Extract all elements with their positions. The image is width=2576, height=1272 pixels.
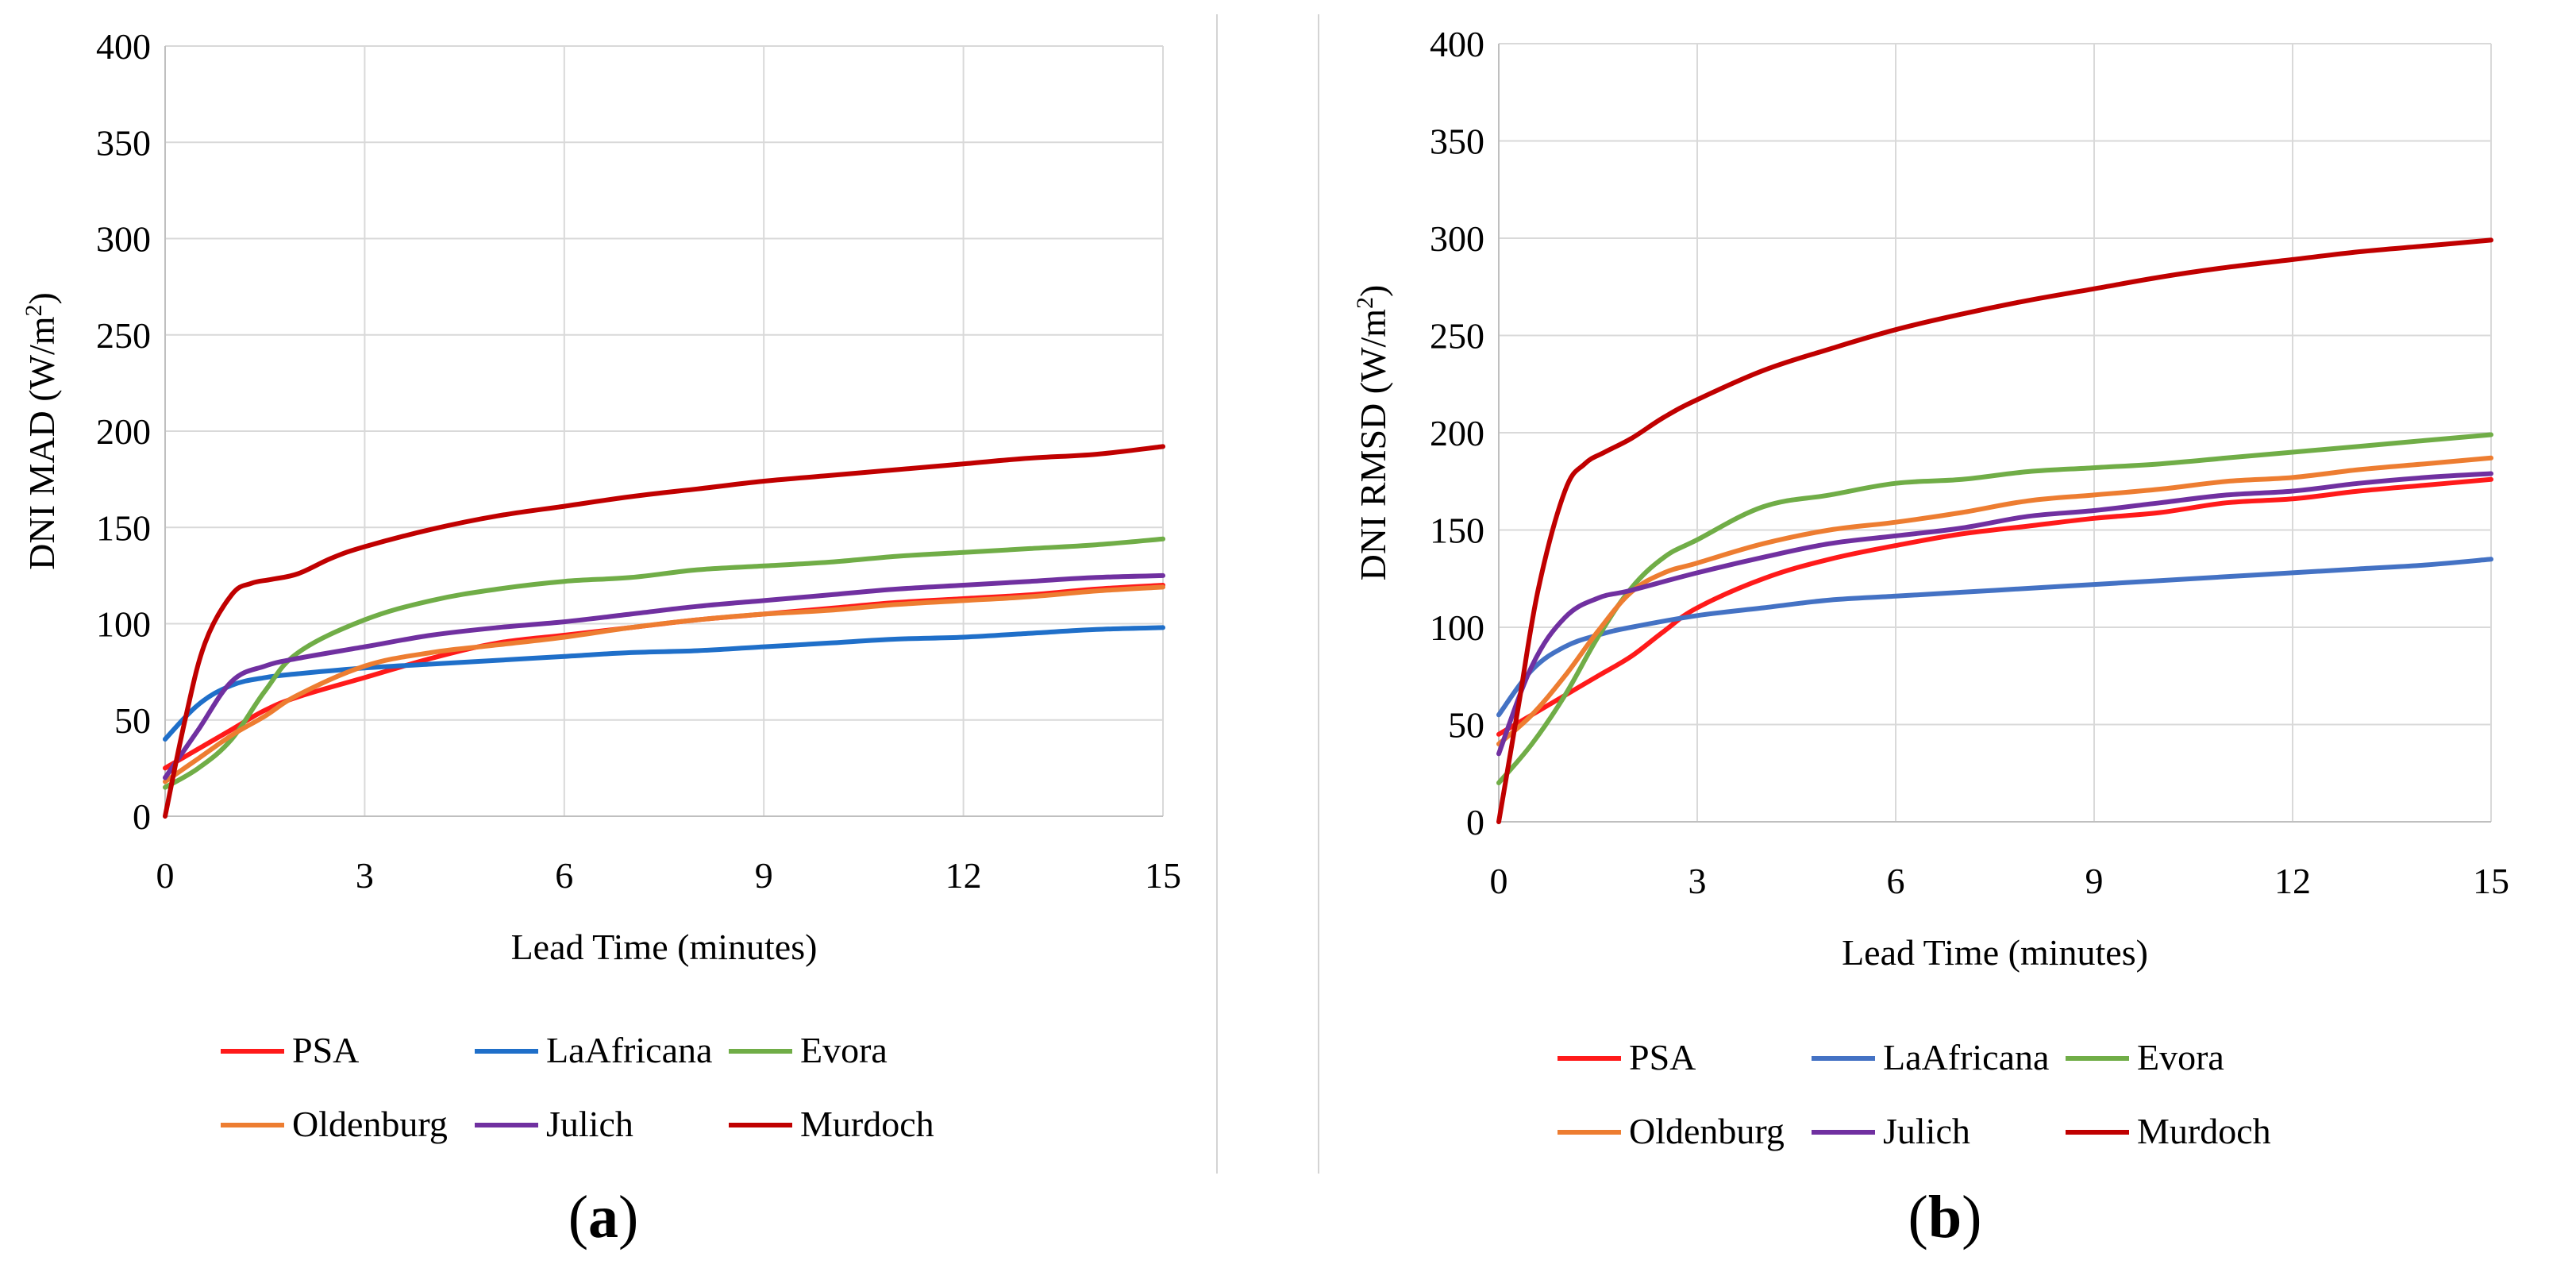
legend-label-evora: Evora: [2137, 1037, 2224, 1077]
panel-label-a: (a): [568, 1184, 639, 1251]
legend-label-murdoch: Murdoch: [2137, 1111, 2271, 1151]
series-line-laafricana: [163, 625, 1165, 742]
x-tick-label: 15: [1145, 855, 1181, 896]
y-tick-label: 200: [1430, 413, 1484, 453]
x-tick-label: 15: [2473, 861, 2509, 901]
x-tick-label: 9: [2085, 861, 2104, 901]
legend-label-evora: Evora: [800, 1030, 888, 1070]
series-line-oldenburg: [1496, 455, 2493, 746]
legend-label-laafricana: LaAfricana: [546, 1030, 712, 1070]
series-line-julich: [1496, 471, 2493, 757]
panel-label-b: (b): [1908, 1184, 1982, 1251]
legend-label-psa: PSA: [292, 1030, 359, 1070]
y-tick-label: 0: [133, 796, 151, 837]
x-tick-label: 3: [356, 855, 374, 896]
legend-label-psa: PSA: [1629, 1037, 1696, 1077]
series-line-oldenburg: [163, 584, 1165, 784]
x-tick-label: 12: [945, 855, 982, 896]
y-tick-label: 350: [96, 122, 151, 163]
series-group: [1496, 237, 2493, 824]
chart-rmsd: 0 50 100 150 200 250 300 350 400 0 3 6 9 12 15 Lead Tim…: [1352, 24, 2510, 1151]
y-tick-label: 50: [1448, 705, 1484, 746]
y-tick-label: 400: [1430, 24, 1484, 64]
y-tick-label: 350: [1430, 121, 1484, 162]
x-tick-label: 6: [555, 855, 573, 896]
x-tick-label: 6: [1887, 861, 1905, 901]
legend-label-julich: Julich: [546, 1104, 633, 1144]
y-axis-title: DNI MAD (W/m2): [21, 292, 63, 570]
y-tick-label: 200: [96, 411, 151, 452]
legend-label-oldenburg: Oldenburg: [292, 1104, 448, 1144]
panel-divider-left: [1216, 14, 1218, 1174]
x-tick-label: 9: [755, 855, 773, 896]
legend-label-julich: Julich: [1883, 1111, 1970, 1151]
y-tick-label: 250: [96, 315, 151, 356]
panel-divider-right: [1318, 14, 1319, 1174]
series-line-psa: [1496, 476, 2493, 737]
x-axis-title: Lead Time (minutes): [511, 927, 818, 967]
series-line-murdoch: [163, 444, 1165, 819]
series-line-evora: [163, 536, 1165, 790]
y-tick-label: 150: [96, 507, 151, 548]
chart-mad: 0 50 100 150 200 250 300 350 400 0 3 6 9 12 15 Lead Tim…: [21, 26, 1182, 1144]
y-tick-label: 300: [96, 219, 151, 260]
series-line-murdoch: [1496, 237, 2493, 824]
y-tick-label: 50: [114, 700, 151, 741]
legend-label-laafricana: LaAfricana: [1883, 1037, 2049, 1077]
y-tick-label: 0: [1466, 802, 1484, 842]
y-tick-label: 250: [1430, 316, 1484, 357]
series-group: [163, 444, 1165, 819]
y-axis-title: DNI RMSD (W/m2): [1352, 285, 1394, 581]
legend-label-oldenburg: Oldenburg: [1629, 1111, 1785, 1151]
x-tick-label: 0: [156, 855, 175, 896]
x-tick-label: 3: [1688, 861, 1707, 901]
x-tick-label: 0: [1490, 861, 1508, 901]
x-tick-label: 12: [2274, 861, 2311, 901]
series-line-evora: [1496, 432, 2493, 785]
x-axis-title: Lead Time (minutes): [1842, 932, 2148, 973]
series-line-julich: [163, 572, 1165, 781]
legend-label-murdoch: Murdoch: [800, 1104, 934, 1144]
series-line-psa: [163, 583, 1165, 771]
y-tick-label: 150: [1430, 511, 1484, 551]
y-tick-label: 300: [1430, 218, 1484, 259]
y-tick-label: 400: [96, 26, 151, 67]
y-tick-label: 100: [1430, 607, 1484, 648]
y-tick-label: 100: [96, 604, 151, 645]
